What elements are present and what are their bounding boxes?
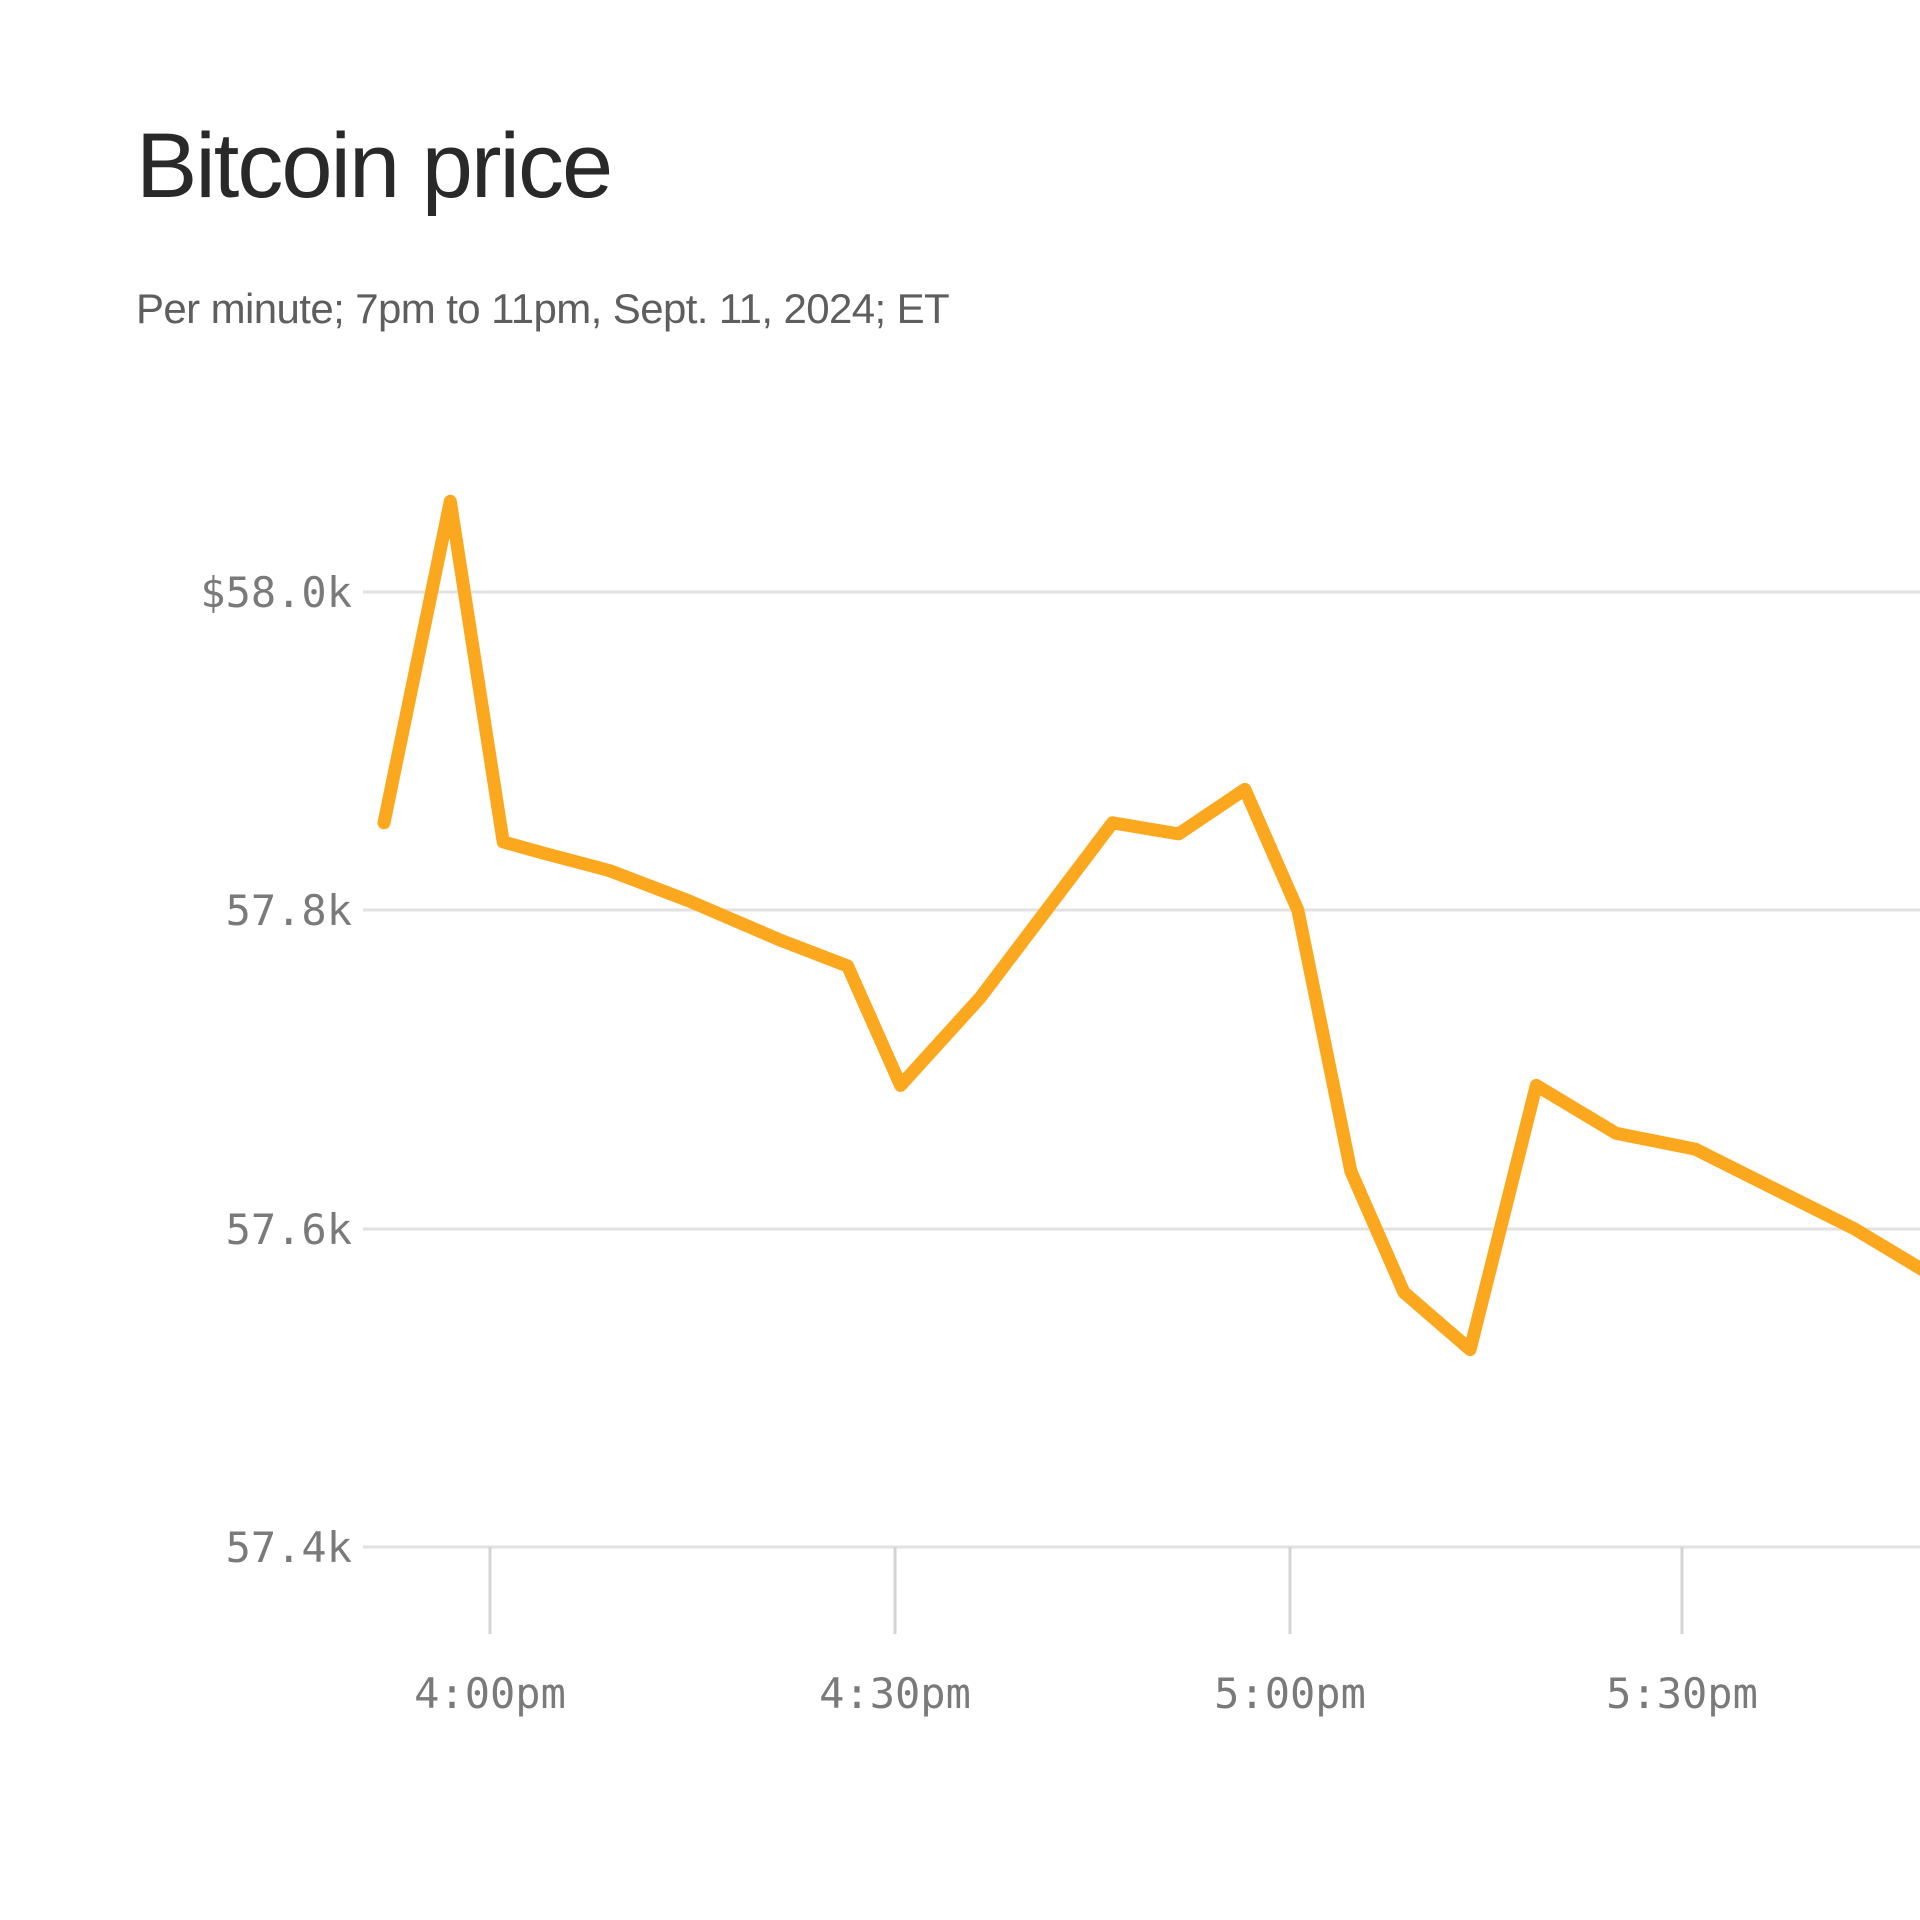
y-axis-label-0: $58.0k [200, 568, 352, 617]
y-axis-label-3: 57.4k [226, 1523, 352, 1572]
price-line-series [377, 494, 1920, 1357]
y-axis-label-2: 57.6k [226, 1205, 352, 1254]
x-axis-label-2: 5:00pm [1214, 1669, 1366, 1718]
chart-header: Bitcoin price Per minute; 7pm to 11pm, S… [136, 118, 1836, 334]
x-axis-tickmarks [488, 1547, 1684, 1634]
x-axis-label-1: 4:30pm [819, 1669, 971, 1718]
page-title: Bitcoin price [136, 115, 613, 217]
x-axis-label-3: 5:30pm [1606, 1669, 1758, 1718]
y-axis-labels: $58.0k 57.8k 57.6k 57.4k [200, 568, 352, 1572]
x-axis-label-0: 4:00pm [414, 1669, 566, 1718]
chart-subtitle: Per minute; 7pm to 11pm, Sept. 11, 2024;… [136, 284, 950, 332]
y-axis-label-1: 57.8k [226, 886, 352, 935]
gridlines [363, 590, 1920, 1549]
x-axis-labels: 4:00pm 4:30pm 5:00pm 5:30pm [414, 1669, 1758, 1718]
